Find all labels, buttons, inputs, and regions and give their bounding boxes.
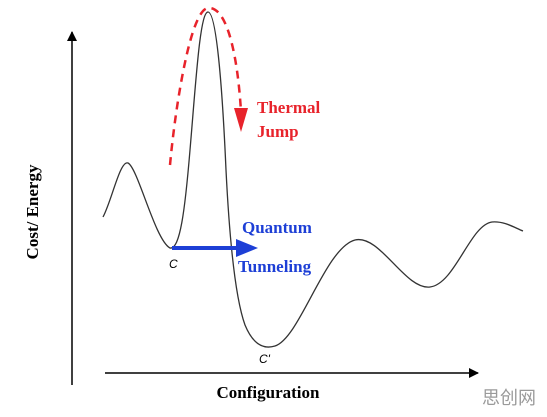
x-axis-label: Configuration xyxy=(217,383,321,402)
annotation: Quantum xyxy=(242,218,312,237)
annotation: Thermal xyxy=(257,98,321,117)
thermal-arrowhead xyxy=(234,108,248,132)
watermark: 思创网 xyxy=(482,388,536,409)
point-label: C' xyxy=(259,352,271,366)
thermal-arrow xyxy=(168,6,243,166)
annotation: Tunneling xyxy=(238,257,312,276)
tunnel-arrowhead xyxy=(236,239,258,257)
annotation: Jump xyxy=(257,122,299,141)
energy-curve xyxy=(102,11,524,348)
point-label: C xyxy=(169,257,178,271)
y-axis-label: Cost/ Energy xyxy=(23,164,42,259)
